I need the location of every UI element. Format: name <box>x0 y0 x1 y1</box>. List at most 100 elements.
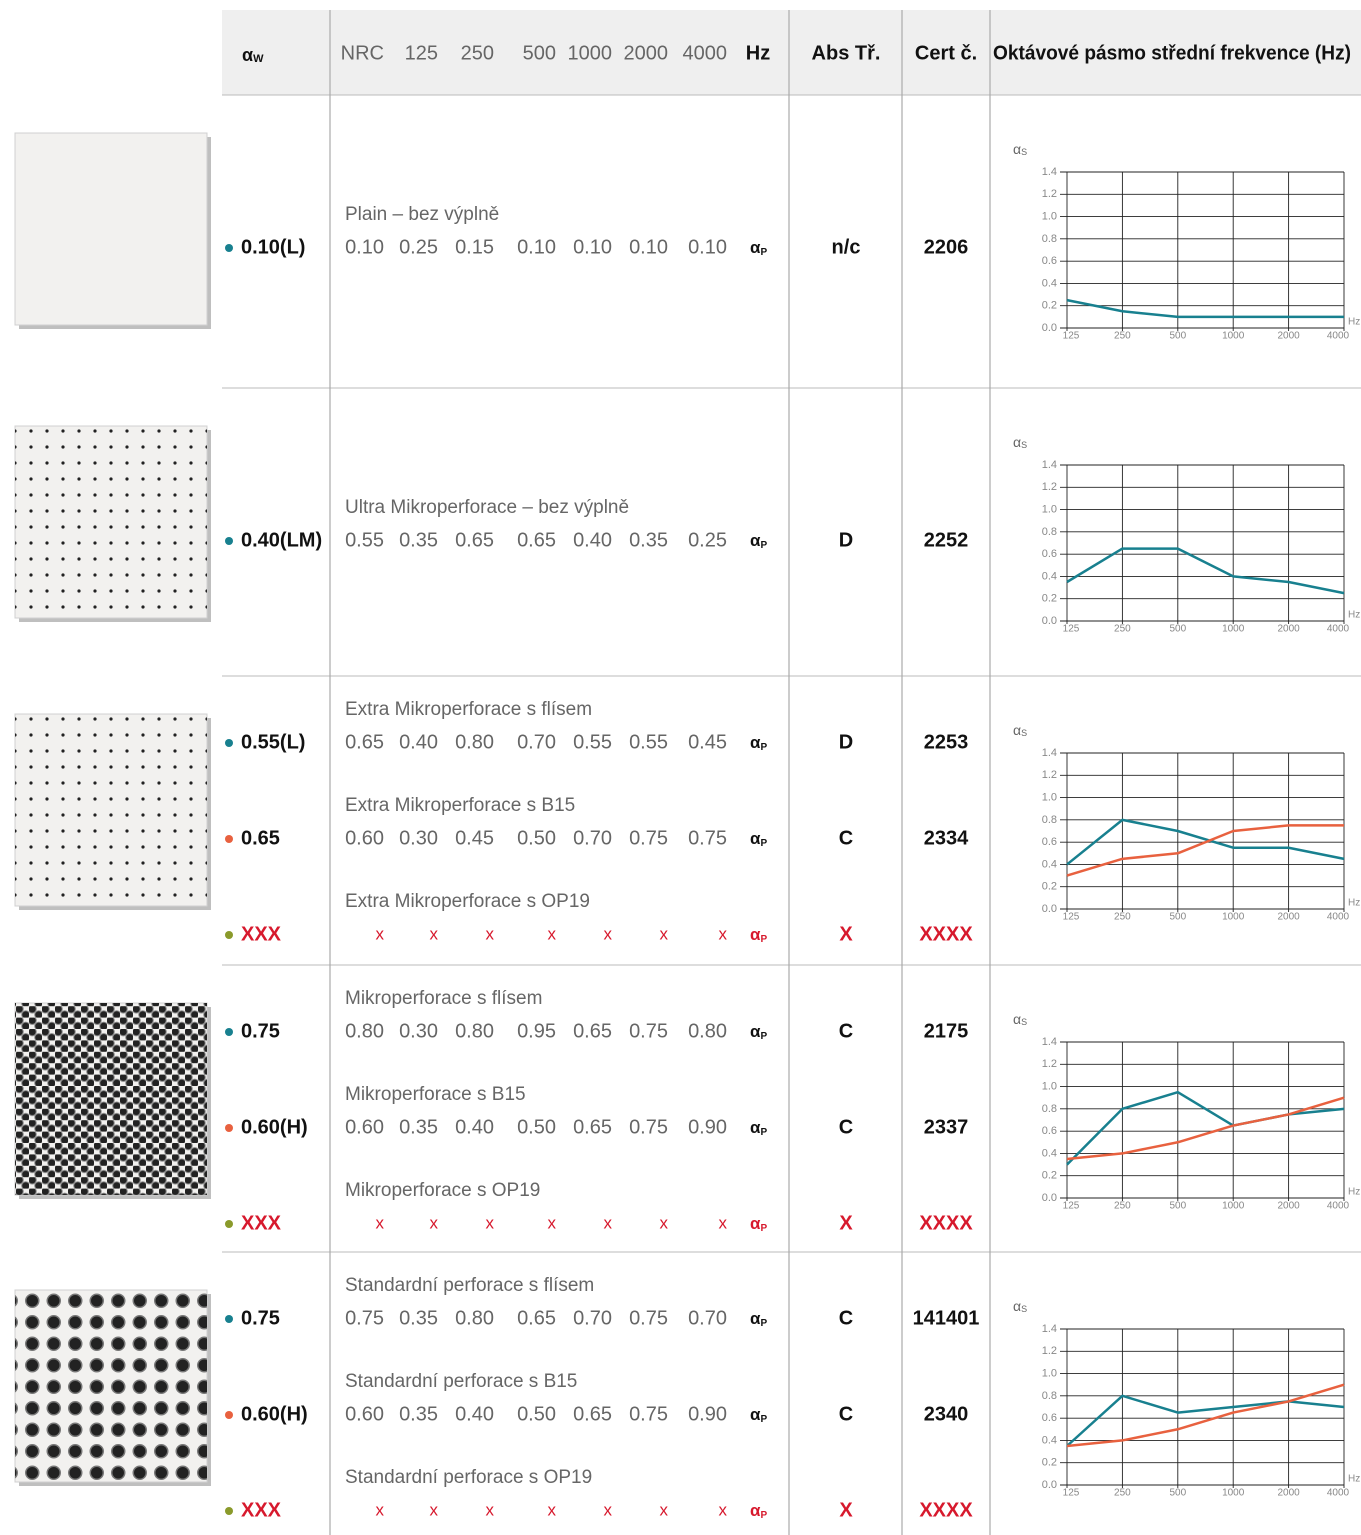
x-tick-label: 500 <box>1169 1201 1186 1212</box>
chart-line <box>1066 824 1344 877</box>
value: 0.15 <box>455 236 494 258</box>
value: 0.25 <box>399 236 438 258</box>
x-tick-label: 4000 <box>1327 1201 1350 1212</box>
alpha-sub: P <box>760 1510 767 1521</box>
y-tick-label: 1.4 <box>1042 1323 1057 1335</box>
value: 0.80 <box>345 1020 384 1042</box>
alpha-p: αP <box>750 1022 767 1041</box>
band-header: 4000 <box>683 42 728 64</box>
alpha-sub: P <box>760 838 767 849</box>
tile <box>14 132 208 326</box>
alpha-p: αP <box>750 1501 767 1520</box>
y-tick-label: 0.2 <box>1042 1457 1057 1469</box>
value: x <box>486 924 495 943</box>
y-axis-label: αS <box>1013 1298 1027 1315</box>
cert: XXXX <box>919 923 973 945</box>
value: 0.70 <box>688 1307 727 1329</box>
chart-line <box>1066 1394 1345 1447</box>
alpha: α <box>750 531 761 550</box>
alpha-w: 0.40(LM) <box>241 529 322 551</box>
y-tick-label: 0.4 <box>1042 858 1057 870</box>
cert: 2206 <box>924 236 969 258</box>
marker-dot <box>225 537 233 545</box>
value: 0.65 <box>573 1020 612 1042</box>
value: 0.75 <box>629 1116 668 1138</box>
y-tick-label: 0.4 <box>1042 570 1057 582</box>
alpha-w: XXX <box>241 923 282 945</box>
abs-class: C <box>839 1020 853 1042</box>
value: 0.80 <box>455 1307 494 1329</box>
alpha-sub: W <box>253 53 264 65</box>
y-tick-label: 0.2 <box>1042 1170 1057 1182</box>
value: x <box>430 924 439 943</box>
tile-pattern <box>15 714 207 906</box>
y-tick-label: 0.8 <box>1042 1103 1057 1115</box>
alpha-w: 0.75 <box>241 1020 280 1042</box>
y-tick-label: 0.4 <box>1042 1434 1057 1446</box>
x-tick-label: 500 <box>1169 1488 1186 1499</box>
alpha: α <box>1013 141 1021 157</box>
alpha: α <box>750 1214 761 1233</box>
value: 0.50 <box>517 1116 556 1138</box>
y-tick-label: 1.2 <box>1042 769 1057 781</box>
cert: XXXX <box>919 1499 973 1521</box>
x-tick-label: 4000 <box>1327 331 1350 342</box>
alpha-sub: S <box>1021 440 1027 450</box>
y-tick-label: 1.0 <box>1042 791 1057 803</box>
value: x <box>719 1213 728 1232</box>
marker-dot <box>225 931 233 939</box>
value: 0.40 <box>399 731 438 753</box>
alpha-w: 0.75 <box>241 1307 280 1329</box>
alpha-p: αP <box>750 1118 767 1137</box>
x-tick-label: 2000 <box>1277 1488 1300 1499</box>
y-tick-label: 1.2 <box>1042 1058 1057 1070</box>
alpha-w: XXX <box>241 1499 282 1521</box>
band-header: 250 <box>461 42 494 64</box>
x-tick-label: 500 <box>1169 331 1186 342</box>
alpha-p: αP <box>750 531 767 550</box>
x-unit: Hz <box>1348 898 1360 909</box>
marker-dot <box>225 1220 233 1228</box>
cert: 2337 <box>924 1116 969 1138</box>
y-tick-label: 0.6 <box>1042 255 1057 267</box>
band-header: 1000 <box>568 42 613 64</box>
y-tick-label: 1.4 <box>1042 166 1057 178</box>
value: 0.75 <box>629 1020 668 1042</box>
product-name: Extra Mikroperforace s OP19 <box>345 891 590 912</box>
x-tick-label: 250 <box>1114 331 1131 342</box>
alpha: α <box>242 45 253 65</box>
y-tick-label: 0.0 <box>1042 1479 1057 1491</box>
y-tick-label: 1.0 <box>1042 1367 1057 1379</box>
value: x <box>604 1213 613 1232</box>
value: 0.65 <box>455 529 494 551</box>
value: 0.40 <box>455 1403 494 1425</box>
band-header: 2000 <box>624 42 669 64</box>
value: 0.35 <box>399 529 438 551</box>
value: x <box>486 1213 495 1232</box>
product-name: Standardní perforace s OP19 <box>345 1467 592 1488</box>
marker-dot <box>225 739 233 747</box>
value: 0.80 <box>455 731 494 753</box>
x-tick-label: 4000 <box>1327 624 1350 635</box>
value: 0.50 <box>517 1403 556 1425</box>
alpha-sub: P <box>760 247 767 258</box>
x-tick-label: 125 <box>1063 1488 1080 1499</box>
alpha: α <box>750 829 761 848</box>
x-tick-label: 2000 <box>1277 331 1300 342</box>
value: 0.35 <box>629 529 668 551</box>
product-name: Extra Mikroperforace s B15 <box>345 795 575 816</box>
alpha: α <box>1013 1011 1021 1027</box>
y-tick-label: 0.6 <box>1042 836 1057 848</box>
marker-dot <box>225 835 233 843</box>
value: 0.75 <box>629 1403 668 1425</box>
alpha: α <box>750 1405 761 1424</box>
tile-pattern <box>15 426 207 618</box>
alpha: α <box>750 1309 761 1328</box>
abs-class: X <box>839 923 853 945</box>
x-tick-label: 1000 <box>1222 912 1245 923</box>
y-tick-label: 0.0 <box>1042 615 1057 627</box>
y-tick-label: 1.4 <box>1042 459 1057 471</box>
nrc-header: NRC <box>341 42 384 64</box>
value: 0.65 <box>573 1403 612 1425</box>
